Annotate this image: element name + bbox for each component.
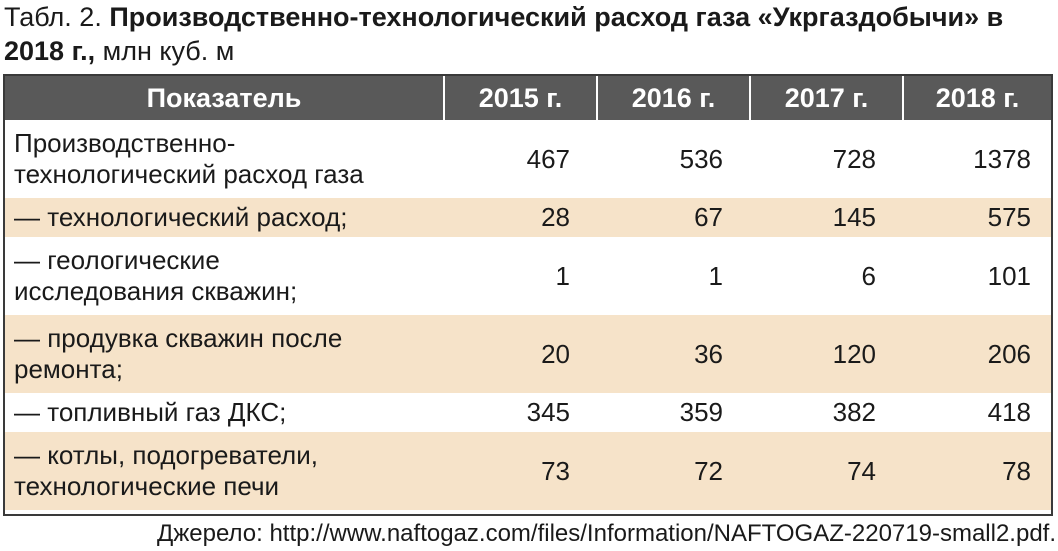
title-main: Производственно-технологический расход г… [4, 2, 1004, 66]
source-note: Джерело: http://www.naftogaz.com/files/I… [156, 520, 1056, 547]
table-row: — технологический расход; 28 67 145 575 [5, 198, 1051, 237]
table-row: — геологические исследования скважин; 1 … [5, 237, 1051, 315]
row-label: — котлы, подогреватели, технологические … [14, 440, 318, 501]
cell-2017: 728 [832, 143, 876, 174]
header-2018: 2018 г. [902, 76, 1051, 120]
table-title: Табл. 2. Производственно-технологический… [4, 0, 1054, 68]
cell-2018: 101 [987, 260, 1031, 291]
cell-2016: 536 [679, 143, 723, 174]
title-unit: млн куб. м [95, 36, 235, 66]
cell-2018: 575 [987, 202, 1031, 232]
cell-2018: 1378 [973, 143, 1031, 174]
title-prefix: Табл. 2. [4, 2, 110, 32]
header-2017: 2017 г. [749, 76, 903, 120]
cell-2017: 120 [832, 338, 876, 369]
cell-2015: 345 [526, 397, 570, 427]
row-label: — топливный газ ДКС; [14, 397, 287, 427]
cell-2016: 1 [708, 260, 723, 291]
data-table: Показатель 2015 г. 2016 г. 2017 г. 2018 … [5, 76, 1051, 510]
header-2016: 2016 г. [596, 76, 750, 120]
cell-2016: 359 [679, 397, 723, 427]
row-label: — технологический расход; [14, 202, 348, 232]
cell-2015: 73 [541, 455, 570, 486]
cell-2015: 20 [541, 338, 570, 369]
table-row: — котлы, подогреватели, технологические … [5, 432, 1051, 510]
cell-2017: 74 [847, 455, 876, 486]
cell-2015: 467 [526, 143, 570, 174]
header-indicator: Показатель [5, 76, 444, 120]
header-2015: 2015 г. [443, 76, 597, 120]
table-row: Производственно- технологический расход … [5, 120, 1051, 198]
cell-2015: 28 [541, 202, 570, 232]
cell-2018: 418 [987, 397, 1031, 427]
table-row: — продувка скважин после ремонта; 20 36 … [5, 315, 1051, 393]
cell-2016: 72 [694, 455, 723, 486]
cell-2018: 78 [1002, 455, 1031, 486]
data-table-frame: Показатель 2015 г. 2016 г. 2017 г. 2018 … [3, 74, 1053, 516]
table-header-row: Показатель 2015 г. 2016 г. 2017 г. 2018 … [5, 76, 1051, 120]
table-row: — топливный газ ДКС; 345 359 382 418 [5, 393, 1051, 432]
cell-2018: 206 [987, 338, 1031, 369]
cell-2017: 382 [832, 397, 876, 427]
cell-2017: 6 [861, 260, 876, 291]
cell-2015: 1 [555, 260, 570, 291]
row-label: Производственно- технологический расход … [14, 128, 364, 189]
row-label: — продувка скважин после ремонта; [14, 323, 343, 384]
cell-2017: 145 [832, 202, 876, 232]
cell-2016: 36 [694, 338, 723, 369]
row-label: — геологические исследования скважин; [14, 245, 298, 306]
cell-2016: 67 [694, 202, 723, 232]
